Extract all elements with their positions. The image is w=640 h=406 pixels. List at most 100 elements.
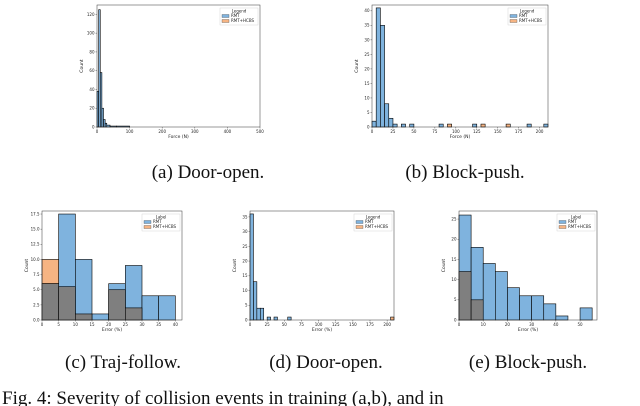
y-tick-label: 40 — [89, 87, 95, 92]
bar-rmt — [375, 7, 381, 128]
chart-caption-c: (c) Traj-follow. — [65, 352, 181, 373]
plot-frame — [458, 210, 598, 321]
y-tick-label: 15.0 — [31, 227, 40, 232]
plot-frame — [41, 210, 183, 321]
legend-swatch — [143, 225, 152, 229]
y-tick-label: 20 — [89, 106, 95, 111]
x-tick-label: 175 — [366, 322, 374, 327]
legend-title: Label — [571, 215, 582, 220]
bar-rmt — [519, 295, 532, 321]
chart-d: 0 25 50 75 100 125 150 175 200 0 5 10 15 20 25 30 35 Erro… — [232, 210, 395, 333]
bar-overlap — [125, 307, 143, 321]
y-tick-label: 5 — [367, 110, 370, 115]
legend-title: Legend — [232, 9, 247, 14]
y-tick-label: 25 — [451, 216, 457, 221]
bar-rmt — [579, 307, 593, 321]
legend-box — [141, 213, 181, 232]
legend-title: Legend — [366, 215, 381, 220]
bar-rmt — [158, 295, 176, 321]
x-tick-label: 300 — [191, 129, 199, 134]
x-tick-label: 30 — [139, 322, 145, 327]
x-tick-label: 0 — [458, 322, 461, 327]
x-axis-label: Error (%) — [312, 327, 332, 333]
y-axis-label: Count — [232, 259, 238, 273]
y-tick-label: 5 — [245, 303, 248, 308]
x-tick-label: 50 — [411, 129, 417, 134]
x-tick-label: 20 — [505, 322, 511, 327]
y-tick-label: 20 — [364, 66, 370, 71]
bar-rmt — [526, 123, 532, 128]
bar-rmt — [253, 281, 258, 321]
y-tick-label: 20 — [242, 258, 248, 263]
x-tick-label: 400 — [224, 129, 232, 134]
x-tick-label: 500 — [256, 129, 264, 134]
y-tick-label: 15 — [451, 257, 457, 262]
y-tick-label: 12.5 — [31, 242, 40, 247]
legend-entry: RMT+HCBS — [568, 224, 592, 229]
legend-swatch — [355, 220, 364, 224]
legend-entry: RMT — [519, 13, 528, 18]
y-tick-label: 0 — [367, 124, 370, 129]
x-tick-label: 50 — [578, 322, 584, 327]
y-tick-label: 0 — [92, 124, 95, 129]
legend-entry: RMT — [568, 219, 577, 224]
legend-swatch — [558, 225, 567, 229]
bar-rmt — [249, 213, 254, 321]
legend-title: Label — [156, 215, 167, 220]
legend-box — [556, 213, 596, 232]
bar-rmt — [438, 123, 444, 128]
bar-rmt — [91, 313, 109, 321]
y-axis-label: Count — [79, 59, 85, 73]
x-tick-label: 125 — [332, 322, 340, 327]
bar-rmt — [256, 307, 261, 321]
y-tick-label: 120 — [87, 12, 95, 17]
y-tick-label: 10 — [451, 277, 457, 282]
legend-box — [219, 7, 259, 26]
x-tick-label: 10 — [73, 322, 79, 327]
y-tick-label: 40 — [364, 8, 370, 13]
chart-caption-d: (d) Door-open. — [269, 352, 383, 373]
bar-overlap — [75, 313, 93, 321]
legend-swatch — [143, 220, 152, 224]
chart-caption-e: (e) Block-push. — [469, 352, 587, 373]
bar-overlap — [108, 289, 126, 321]
x-tick-label: 150 — [494, 129, 502, 134]
x-tick-label: 100 — [126, 129, 134, 134]
x-axis-label: Error (%) — [102, 327, 122, 333]
y-tick-label: 0 — [454, 317, 457, 322]
x-tick-label: 100 — [452, 129, 460, 134]
x-tick-label: 0 — [371, 129, 374, 134]
y-tick-label: 10 — [242, 288, 248, 293]
y-tick-label: 2.5 — [33, 302, 40, 307]
x-tick-label: 25 — [265, 322, 271, 327]
bar-rmt — [287, 316, 292, 321]
x-tick-label: 30 — [529, 322, 535, 327]
bar-rmt — [543, 123, 549, 128]
legend-entry: RMT+HCBS — [153, 224, 177, 229]
bar-rmt — [555, 315, 569, 321]
x-tick-label: 0 — [96, 129, 99, 134]
x-tick-label: 75 — [299, 322, 305, 327]
y-tick-label: 5.0 — [33, 287, 40, 292]
y-tick-label: 80 — [89, 49, 95, 54]
bar-rmt — [384, 103, 390, 128]
y-tick-label: 17.5 — [31, 211, 40, 216]
x-tick-label: 0 — [249, 322, 252, 327]
legend-swatch — [509, 14, 518, 18]
bar-overlap — [41, 283, 59, 321]
bar-rmt — [482, 263, 496, 321]
bar-rmt — [409, 123, 415, 128]
chart-c: 0 5 10 15 20 25 30 35 40 0.0 2.5 5.0 7.5 10.0 12.5 15.0… — [24, 210, 183, 333]
legend-entry: RMT+HCBS — [365, 224, 389, 229]
bar-rmt — [392, 123, 398, 128]
x-tick-label: 40 — [173, 322, 179, 327]
chart-e: 0 10 20 30 40 50 0 5 10 15 20 25 Error (%) Count Label… — [441, 210, 598, 333]
bar-rmt — [495, 271, 508, 321]
y-tick-label: 35 — [364, 23, 370, 28]
x-tick-label: 100 — [315, 322, 323, 327]
x-tick-label: 40 — [553, 322, 559, 327]
bar-rmt — [388, 117, 394, 128]
y-tick-label: 10 — [364, 95, 370, 100]
bar-rmt — [380, 25, 385, 128]
legend-swatch — [221, 19, 230, 23]
